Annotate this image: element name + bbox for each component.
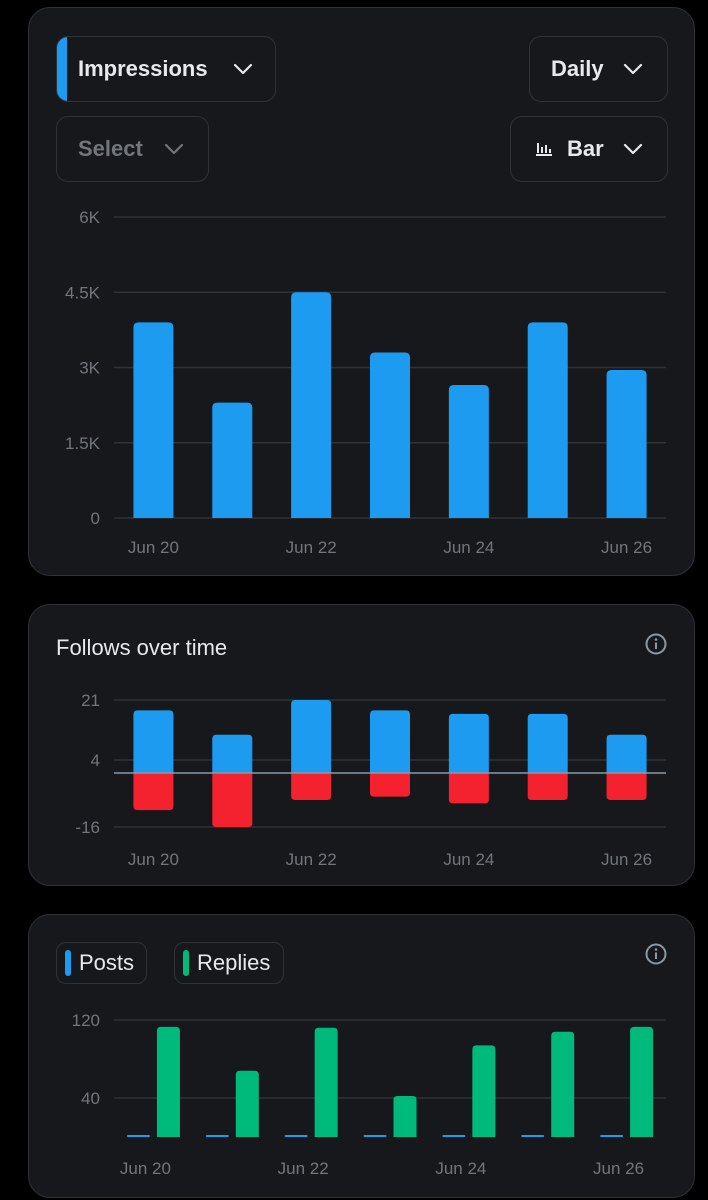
replies-bar: [156, 1026, 180, 1137]
x-tick-label: Jun 22: [286, 850, 337, 869]
x-tick-label: Jun 26: [601, 538, 652, 557]
unfollows-bar: [212, 773, 253, 827]
info-icon[interactable]: [645, 943, 667, 965]
x-tick-label: Jun 24: [435, 1159, 486, 1178]
posts-replies-bar-chart: 40 120 Jun 20 Jun 22 Jun 24 Jun 26: [72, 1011, 666, 1178]
x-tick-label: Jun 24: [443, 850, 494, 869]
replies-bar: [551, 1031, 575, 1137]
impressions-bar: [370, 352, 410, 518]
impressions-bar: [212, 402, 253, 518]
y-tick-label: 21: [81, 691, 100, 710]
y-tick-label: 1.5K: [65, 434, 101, 453]
y-tick-label: 4.5K: [65, 283, 101, 302]
y-tick-label: 4: [91, 751, 100, 770]
select-label: Select: [78, 136, 143, 161]
chevron-down-icon: [233, 63, 253, 75]
x-tick-label: Jun 24: [443, 538, 494, 557]
posts-bar: [284, 1135, 308, 1137]
x-tick-label: Jun 20: [120, 1159, 171, 1178]
posts-bar: [205, 1135, 229, 1137]
x-tick-label: Jun 20: [128, 850, 179, 869]
replies-bar: [235, 1070, 259, 1137]
interval-label: Daily: [551, 56, 604, 81]
replies-bar: [472, 1045, 496, 1137]
chart-type-label: Bar: [567, 136, 604, 161]
replies-swatch: [183, 950, 189, 976]
impressions-bar-chart: 0 1.5K 3K 4.5K 6K Jun 20 Jun 22 Jun 24 Jun 26: [65, 208, 666, 557]
legend-posts[interactable]: Posts: [56, 942, 147, 984]
chevron-down-icon: [623, 143, 643, 155]
legend-replies[interactable]: Replies: [174, 942, 284, 984]
x-tick-label: Jun 22: [286, 538, 337, 557]
unfollows-bar: [527, 773, 568, 800]
posts-replies-card: Posts Replies 40 120 Jun 20 Jun 22 Jun 24 Jun…: [28, 914, 695, 1198]
chart-type-dropdown[interactable]: Bar: [510, 116, 668, 182]
y-tick-label: 40: [81, 1089, 100, 1108]
bar-chart-icon: [535, 140, 553, 158]
metric-dropdown[interactable]: Impressions: [56, 36, 276, 102]
follows-chart-title: Follows over time: [56, 635, 228, 660]
follows-bar: [527, 713, 568, 773]
compare-select-dropdown[interactable]: Select: [56, 116, 209, 182]
posts-bar: [363, 1135, 387, 1137]
chevron-down-icon: [623, 63, 643, 75]
follows-bar-chart: -16 4 21 Jun 20 Jun 22 Jun 24 Jun 26: [75, 691, 666, 869]
x-tick-label: Jun 22: [278, 1159, 329, 1178]
y-tick-label: -16: [75, 818, 100, 837]
posts-bar: [442, 1135, 466, 1137]
metric-label: Impressions: [78, 56, 208, 81]
x-tick-label: Jun 26: [601, 850, 652, 869]
legend-posts-label: Posts: [79, 950, 135, 975]
interval-dropdown[interactable]: Daily: [529, 36, 668, 102]
metric-accent-bar: [57, 37, 67, 101]
impressions-bar: [291, 292, 332, 518]
follows-bar: [370, 710, 410, 773]
follows-bar: [212, 734, 253, 773]
impressions-bar: [527, 322, 568, 518]
replies-bar: [393, 1096, 417, 1137]
info-icon[interactable]: [645, 633, 667, 655]
unfollows-bar: [291, 773, 332, 800]
replies-bar: [630, 1026, 654, 1137]
impressions-bar: [606, 370, 647, 518]
follows-bar: [291, 700, 332, 773]
follows-card: Follows over time -16 4 21 Jun 20 Jun 22 Jun …: [28, 604, 695, 886]
unfollows-bar: [606, 773, 647, 800]
follows-bar: [448, 713, 489, 773]
legend-replies-label: Replies: [197, 950, 271, 975]
y-tick-label: 3K: [79, 359, 100, 378]
posts-bar: [126, 1135, 150, 1137]
posts-bar: [521, 1135, 545, 1137]
impressions-card: Impressions Daily Select Bar: [28, 7, 695, 576]
unfollows-bar: [133, 773, 174, 811]
x-tick-label: Jun 20: [128, 538, 179, 557]
y-tick-label: 120: [72, 1011, 100, 1030]
impressions-bar: [448, 385, 489, 518]
y-tick-label: 6K: [79, 208, 100, 227]
replies-bar: [314, 1027, 338, 1137]
y-tick-label: 0: [91, 509, 100, 528]
unfollows-bar: [448, 773, 489, 804]
follows-bar: [133, 710, 174, 773]
follows-bar: [606, 734, 647, 773]
impressions-bar: [133, 322, 174, 518]
chevron-down-icon: [164, 143, 184, 155]
posts-bar: [600, 1135, 624, 1137]
x-tick-label: Jun 26: [593, 1159, 644, 1178]
posts-swatch: [65, 950, 71, 976]
unfollows-bar: [370, 773, 410, 797]
